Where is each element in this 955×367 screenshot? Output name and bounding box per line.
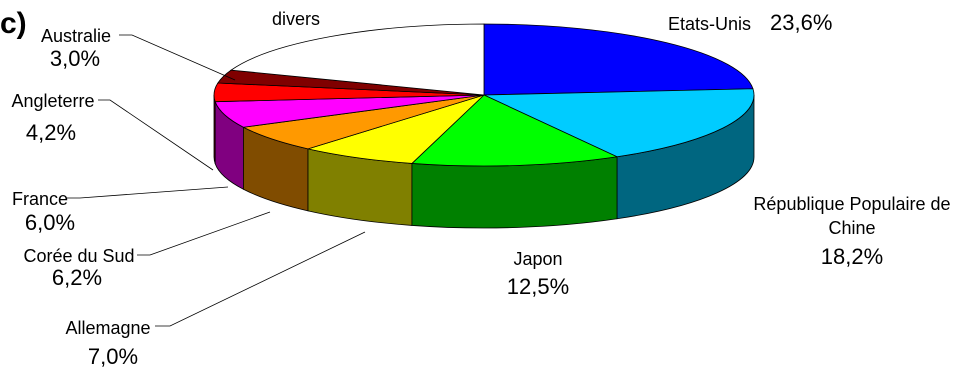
name-label-france: France bbox=[12, 189, 68, 209]
pie-slice-chine bbox=[483, 88, 755, 158]
pie-side-walls bbox=[213, 94, 755, 229]
slice-labels: Etats-Unis 23,6% République Populaire de Ch… bbox=[11, 9, 950, 367]
name-label-divers: divers bbox=[272, 9, 320, 29]
value-label-japon: 12,5% bbox=[507, 274, 569, 299]
value-label-chine: 18,2% bbox=[821, 244, 883, 269]
pie-slice-divers bbox=[230, 23, 485, 96]
name-label-chine-line2: Chine bbox=[828, 218, 875, 238]
pie-slices bbox=[213, 23, 755, 167]
pie-slice-etats_unis bbox=[483, 23, 754, 96]
value-label-coree: 6,2% bbox=[52, 265, 102, 290]
value-label-angleterre: 4,2% bbox=[26, 120, 76, 145]
name-label-chine: République Populaire de bbox=[753, 194, 950, 214]
leader-line-france bbox=[66, 186, 229, 199]
value-label-australie: 3,0% bbox=[50, 46, 100, 71]
name-label-allemagne: Allemagne bbox=[65, 318, 150, 338]
name-label-australie: Australie bbox=[41, 26, 111, 46]
name-label-coree: Corée du Sud bbox=[23, 246, 134, 266]
name-label-angleterre: Angleterre bbox=[11, 91, 94, 111]
leader-line-australie bbox=[119, 34, 236, 81]
leader-line-allemagne bbox=[155, 231, 366, 327]
name-label-etats_unis: Etats-Unis bbox=[668, 14, 751, 34]
pie-slice-japon bbox=[411, 94, 619, 167]
leader-line-coree bbox=[137, 211, 271, 256]
label-leader-lines bbox=[66, 34, 366, 327]
name-label-japon: Japon bbox=[513, 249, 562, 269]
leader-line-angleterre bbox=[98, 99, 214, 171]
value-label-allemagne: 7,0% bbox=[88, 344, 138, 367]
panel-label: c) bbox=[0, 7, 27, 40]
pie-slice-allemagne bbox=[306, 94, 485, 164]
value-label-france: 6,0% bbox=[25, 210, 75, 235]
value-label-etats_unis: 23,6% bbox=[770, 10, 832, 35]
pie-side-japon bbox=[411, 156, 618, 229]
